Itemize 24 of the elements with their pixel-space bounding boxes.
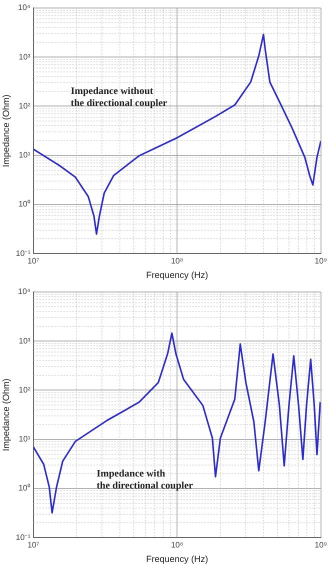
annotation: Impedance without the directional coupler (70, 86, 168, 110)
y-tick-label: 10⁰ (18, 484, 30, 493)
y-tick-label: 10⁻¹ (16, 248, 31, 258)
y-tick-label: 10⁴ (18, 287, 31, 296)
x-tick-label: 10⁹ (314, 540, 327, 550)
y-tick-label: 10⁻¹ (16, 532, 31, 542)
y-tick-label: 10¹ (18, 150, 31, 160)
y-tick-label: 10³ (18, 52, 31, 62)
x-axis-title: Frequency (Hz) (146, 554, 208, 564)
y-tick-label: 10² (18, 101, 31, 110)
y-tick-label: 10⁴ (18, 3, 31, 12)
x-tick-label: 10⁷ (27, 540, 40, 550)
annotation: Impedance with the directional coupler (96, 468, 194, 492)
y-axis-title: Impedance (Ohm) (0, 94, 11, 168)
x-tick-label: 10⁸ (170, 256, 184, 266)
x-tick-label: 10⁹ (314, 256, 327, 266)
x-axis-title: Frequency (Hz) (146, 270, 208, 280)
y-tick-label: 10² (18, 385, 31, 394)
x-tick-label: 10⁷ (27, 256, 40, 266)
x-tick-label: 10⁸ (170, 540, 184, 550)
y-tick-label: 10³ (18, 336, 31, 346)
y-axis-title: Impedance (Ohm) (0, 378, 11, 452)
y-tick-label: 10¹ (18, 434, 31, 444)
y-tick-label: 10⁰ (18, 200, 30, 209)
